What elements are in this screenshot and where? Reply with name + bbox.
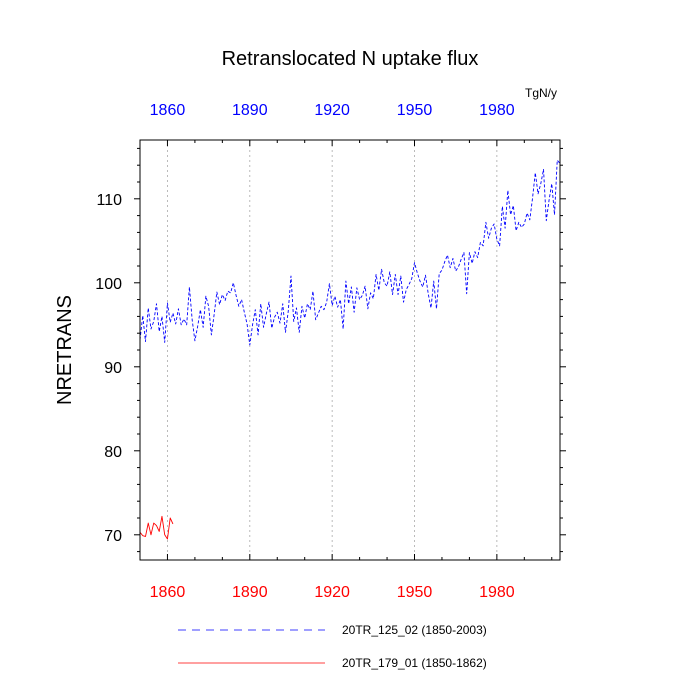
x-tick-label-top-1920: 1920 <box>314 102 350 119</box>
grid <box>167 140 498 560</box>
x-tick-label-top-1980: 1980 <box>479 102 515 119</box>
y-tick-label-80: 80 <box>104 444 122 461</box>
y-tick-label-70: 70 <box>104 528 122 545</box>
ticks <box>134 140 566 560</box>
legend-label-series-1: 20TR_125_02 (1850-2003) <box>342 623 487 637</box>
x-tick-label-top-1950: 1950 <box>397 102 433 119</box>
legend-label-series-2: 20TR_179_01 (1850-1862) <box>342 656 487 670</box>
x-tick-label-bottom-1950: 1950 <box>397 584 433 601</box>
y-tick-label-110: 110 <box>96 192 122 209</box>
x-tick-label-top-1890: 1890 <box>232 102 268 119</box>
y-tick-label-100: 100 <box>95 276 122 293</box>
x-tick-label-bottom-1980: 1980 <box>479 584 515 601</box>
units-label: TgN/y <box>525 86 557 100</box>
x-tick-label-top-1860: 1860 <box>150 102 186 119</box>
x-tick-label-bottom-1920: 1920 <box>314 584 350 601</box>
series-layer <box>139 159 561 540</box>
y-tick-label-90: 90 <box>104 360 122 377</box>
tick-labels: 1860 1860 1890 1890 1920 1920 1950 1950 1980 1980… <box>95 102 514 601</box>
x-tick-label-bottom-1860: 1860 <box>150 584 186 601</box>
series-line-1 <box>139 159 561 346</box>
legend: 20TR_125_02 (1850-2003) 20TR_179_01 (185… <box>178 623 487 670</box>
series-line-2 <box>139 515 174 540</box>
x-tick-label-bottom-1890: 1890 <box>232 584 268 601</box>
y-axis-label: NRETRANS <box>54 295 76 405</box>
chart-title: Retranslocated N uptake flux <box>222 48 479 70</box>
